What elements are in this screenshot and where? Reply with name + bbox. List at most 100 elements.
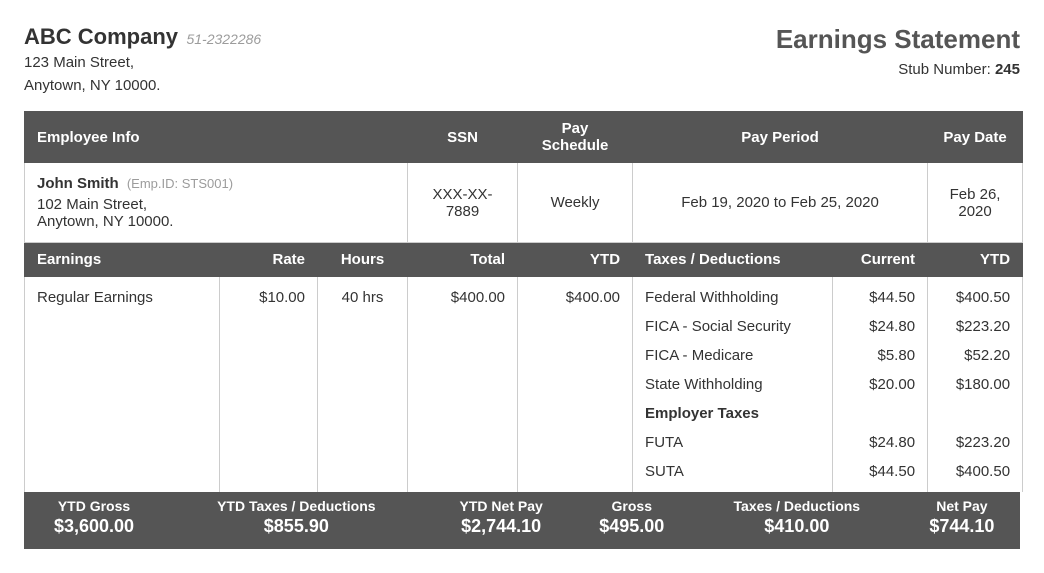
title-block: Earnings Statement Stub Number: 245: [776, 24, 1020, 78]
empty-cell: [408, 399, 518, 428]
deduction-ytd: $223.20: [928, 312, 1023, 341]
summary-ytd-tax-value: $855.90: [168, 516, 425, 537]
earnings-ytd: $400.00: [518, 277, 633, 313]
hdr-ytd2: YTD: [928, 243, 1023, 277]
stub-number: Stub Number: 245: [776, 61, 1020, 78]
employee-address-line1: 102 Main Street,: [37, 196, 395, 213]
grid-row: FUTA$24.80$223.20: [25, 428, 1023, 457]
hdr-total: Total: [408, 243, 518, 277]
empty-cell: [518, 341, 633, 370]
employee-name: John Smith: [37, 175, 119, 192]
empty-cell: [518, 312, 633, 341]
deduction-ytd: $223.20: [928, 428, 1023, 457]
summary-ytd-gross-value: $3,600.00: [28, 516, 160, 537]
earnings-label: Regular Earnings: [25, 277, 220, 313]
deduction-current: $24.80: [833, 428, 928, 457]
deduction-ytd: $400.50: [928, 457, 1023, 492]
summary-ytd-gross-label: YTD Gross: [28, 498, 160, 514]
grid-row: Employer Taxes: [25, 399, 1023, 428]
header: ABC Company 51-2322286 123 Main Street, …: [24, 24, 1020, 97]
deduction-ytd: $180.00: [928, 370, 1023, 399]
info-body-row: John Smith (Emp.ID: STS001) 102 Main Str…: [25, 163, 1023, 243]
hdr-pay-schedule: Pay Schedule: [518, 112, 633, 163]
empty-cell: [220, 312, 318, 341]
hdr-hours: Hours: [318, 243, 408, 277]
empty-cell: [833, 399, 928, 428]
hdr-ssn: SSN: [408, 112, 518, 163]
empty-cell: [25, 312, 220, 341]
empty-cell: [518, 428, 633, 457]
earnings-hours: 40 hrs: [318, 277, 408, 313]
deduction-ytd: $400.50: [928, 277, 1023, 313]
hdr-earnings: Earnings: [25, 243, 220, 277]
employee-pay-schedule: Weekly: [518, 163, 633, 243]
grid-row: FICA - Social Security$24.80$223.20: [25, 312, 1023, 341]
employee-pay-date: Feb 26, 2020: [928, 163, 1023, 243]
empty-cell: [408, 312, 518, 341]
empty-cell: [318, 312, 408, 341]
empty-cell: [25, 370, 220, 399]
deduction-current: $44.50: [833, 457, 928, 492]
hdr-pay-date: Pay Date: [928, 112, 1023, 163]
empty-cell: [220, 428, 318, 457]
summary-tax: Taxes / Deductions $410.00: [690, 492, 904, 549]
employee-ssn: XXX-XX-7889: [408, 163, 518, 243]
summary-ytd-net-value: $2,744.10: [433, 516, 570, 537]
empty-cell: [318, 428, 408, 457]
empty-cell: [408, 370, 518, 399]
empty-cell: [220, 399, 318, 428]
summary-tax-value: $410.00: [694, 516, 900, 537]
empty-cell: [220, 341, 318, 370]
earnings-rate: $10.00: [220, 277, 318, 313]
empty-cell: [408, 457, 518, 492]
summary-gross: Gross $495.00: [574, 492, 690, 549]
deduction-label: State Withholding: [633, 370, 833, 399]
empty-cell: [220, 370, 318, 399]
hdr-rate: Rate: [220, 243, 318, 277]
info-header-row: Employee Info SSN Pay Schedule Pay Perio…: [25, 112, 1023, 163]
empty-cell: [220, 457, 318, 492]
summary-ytd-gross: YTD Gross $3,600.00: [24, 492, 164, 549]
company-address-line1: 123 Main Street,: [24, 52, 261, 75]
empty-cell: [518, 457, 633, 492]
deduction-current: $20.00: [833, 370, 928, 399]
employee-pay-period: Feb 19, 2020 to Feb 25, 2020: [633, 163, 928, 243]
document-title: Earnings Statement: [776, 24, 1020, 55]
paystub-table: Employee Info SSN Pay Schedule Pay Perio…: [24, 111, 1023, 492]
empty-cell: [408, 428, 518, 457]
hdr-ytd: YTD: [518, 243, 633, 277]
summary-bar: YTD Gross $3,600.00 YTD Taxes / Deductio…: [24, 492, 1020, 549]
deduction-label: Federal Withholding: [633, 277, 833, 313]
empty-cell: [25, 399, 220, 428]
deduction-current: $44.50: [833, 277, 928, 313]
summary-tax-label: Taxes / Deductions: [694, 498, 900, 514]
grid-row: State Withholding$20.00$180.00: [25, 370, 1023, 399]
deduction-label: SUTA: [633, 457, 833, 492]
company-address: 123 Main Street, Anytown, NY 10000.: [24, 52, 261, 97]
grid-header-row: Earnings Rate Hours Total YTD Taxes / De…: [25, 243, 1023, 277]
summary-ytd-tax-label: YTD Taxes / Deductions: [168, 498, 425, 514]
empty-cell: [518, 399, 633, 428]
deduction-current: $5.80: [833, 341, 928, 370]
summary-net-label: Net Pay: [908, 498, 1016, 514]
summary-net: Net Pay $744.10: [904, 492, 1020, 549]
grid-row: FICA - Medicare$5.80$52.20: [25, 341, 1023, 370]
empty-cell: [318, 341, 408, 370]
employee-id: (Emp.ID: STS001): [127, 176, 233, 191]
empty-cell: [318, 399, 408, 428]
summary-gross-label: Gross: [578, 498, 686, 514]
deduction-label: FUTA: [633, 428, 833, 457]
earnings-total: $400.00: [408, 277, 518, 313]
hdr-taxes-deductions: Taxes / Deductions: [633, 243, 833, 277]
deduction-label: FICA - Social Security: [633, 312, 833, 341]
deduction-label: FICA - Medicare: [633, 341, 833, 370]
company-block: ABC Company 51-2322286 123 Main Street, …: [24, 24, 261, 97]
summary-ytd-net-label: YTD Net Pay: [433, 498, 570, 514]
summary-ytd-net: YTD Net Pay $2,744.10: [429, 492, 574, 549]
empty-cell: [928, 399, 1023, 428]
empty-cell: [408, 341, 518, 370]
deduction-current: $24.80: [833, 312, 928, 341]
stub-number-value: 245: [995, 61, 1020, 78]
empty-cell: [25, 457, 220, 492]
stub-label: Stub Number:: [898, 61, 995, 78]
